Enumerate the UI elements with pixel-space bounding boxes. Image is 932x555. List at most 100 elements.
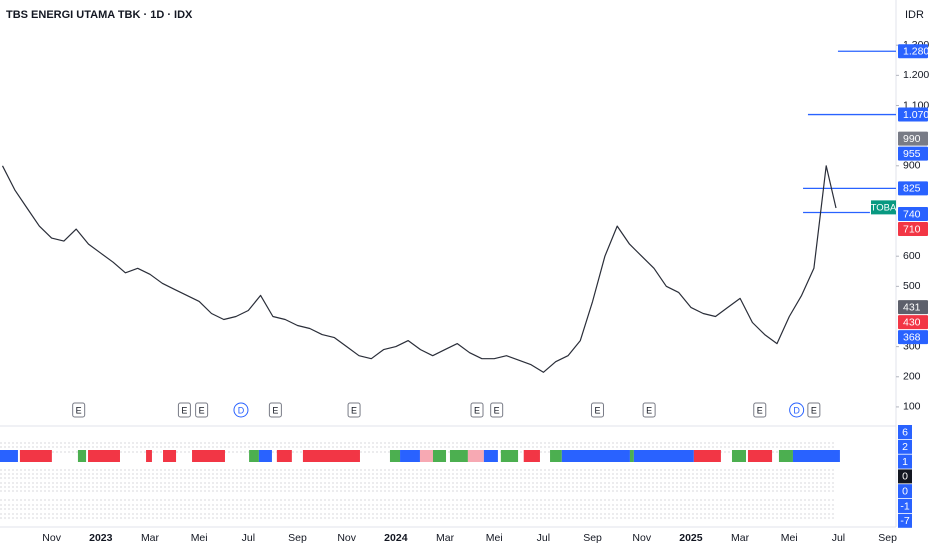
x-tick-label: Mei	[486, 532, 503, 544]
symbol-badge	[871, 200, 896, 215]
price-badge-label: 710	[903, 223, 921, 235]
signal-segment	[483, 450, 498, 462]
x-tick-label: Mei	[191, 532, 208, 544]
price-badge-label: 740	[903, 208, 921, 220]
event-marker	[195, 402, 209, 418]
price-badge-label: 1.070	[903, 109, 929, 121]
x-tick-label: Jul	[537, 532, 550, 544]
signal-segment	[419, 450, 433, 462]
oscillator-badge	[898, 454, 912, 469]
price-badge-label: 955	[903, 148, 921, 160]
event-marker	[268, 402, 282, 418]
event-label: E	[757, 405, 763, 415]
price-badge	[898, 131, 928, 146]
oscillator-label: 6	[902, 426, 908, 438]
event-label: E	[474, 405, 480, 415]
price-badge	[898, 146, 928, 161]
price-badge-label: 430	[903, 316, 921, 328]
signal-segment	[561, 450, 630, 462]
signal-segment	[88, 450, 120, 462]
x-tick-label: Jul	[832, 532, 845, 544]
x-tick-label: Nov	[337, 532, 356, 544]
y-tick-label: 900	[903, 160, 921, 172]
signal-segment	[550, 450, 562, 462]
event-label: E	[594, 405, 600, 415]
oscillator-label: 0	[902, 485, 908, 497]
price-badge	[898, 330, 928, 345]
chart-title: TBS ENERGI UTAMA TBK · 1D · IDX	[6, 9, 193, 21]
price-badge	[898, 107, 928, 122]
symbol-badge-label: TOBA	[871, 202, 897, 213]
event-marker	[233, 402, 249, 418]
price-badge	[898, 222, 928, 237]
x-tick-label: Mar	[141, 532, 160, 544]
event-label: E	[76, 405, 82, 415]
event-marker	[590, 402, 604, 418]
y-tick-label: 200	[903, 371, 921, 383]
signal-segment	[747, 450, 773, 462]
event-label: E	[181, 405, 187, 415]
signal-segment	[500, 450, 519, 462]
oscillator-badge	[898, 439, 912, 454]
oscillator-label: -1	[900, 500, 909, 512]
price-badge-label: 825	[903, 183, 921, 195]
signal-segment	[258, 450, 272, 462]
oscillator-badge	[898, 469, 912, 484]
currency-label: IDR	[905, 9, 924, 21]
signal-segment	[432, 450, 447, 462]
x-tick-label: 2025	[679, 532, 703, 544]
signal-segment	[400, 450, 420, 462]
event-label: E	[351, 405, 357, 415]
event-marker	[177, 402, 191, 418]
x-tick-label: Sep	[288, 532, 307, 544]
event-marker	[72, 402, 86, 418]
oscillator-badge	[898, 484, 912, 499]
x-tick-label: Sep	[583, 532, 602, 544]
price-line	[1, 165, 837, 373]
signal-segment	[249, 450, 259, 462]
signal-segment	[77, 450, 87, 462]
y-tick-label: 500	[903, 280, 921, 292]
x-tick-label: Jul	[242, 532, 255, 544]
price-badge-label: 990	[903, 133, 921, 145]
signal-segment	[633, 450, 694, 462]
oscillator-label: 0	[902, 471, 908, 483]
event-label: E	[811, 405, 817, 415]
event-marker	[347, 402, 361, 418]
oscillator-badge	[898, 425, 912, 439]
signal-segment	[778, 450, 793, 462]
event-label: D	[793, 405, 800, 415]
signal-segment	[389, 450, 401, 462]
event-marker	[490, 402, 504, 418]
signal-segment	[146, 450, 152, 462]
signal-segment	[192, 450, 225, 462]
signal-segment	[731, 450, 746, 462]
signal-segment	[19, 450, 52, 462]
signal-segment	[302, 450, 360, 462]
y-tick-label: 1.200	[903, 69, 929, 81]
x-tick-label: Sep	[878, 532, 897, 544]
event-marker	[642, 402, 656, 418]
signal-segment	[449, 450, 468, 462]
x-tick-label: Mar	[436, 532, 455, 544]
price-badge	[898, 300, 928, 315]
event-label: E	[646, 405, 652, 415]
y-tick-label: 100	[903, 401, 921, 413]
signal-segment	[693, 450, 721, 462]
price-badge-label: 431	[903, 301, 921, 313]
event-marker	[789, 402, 805, 418]
price-badge-label: 1.280	[903, 46, 929, 58]
oscillator-label: 2	[902, 441, 908, 453]
event-marker	[807, 402, 821, 418]
price-badge	[898, 207, 928, 222]
event-marker	[753, 402, 767, 418]
signal-segment	[467, 450, 484, 462]
x-tick-label: Nov	[632, 532, 651, 544]
signal-segment	[276, 450, 292, 462]
x-tick-label: 2024	[384, 532, 408, 544]
event-label: E	[494, 405, 500, 415]
price-badge	[898, 44, 928, 59]
price-badge-label: 368	[903, 331, 921, 343]
